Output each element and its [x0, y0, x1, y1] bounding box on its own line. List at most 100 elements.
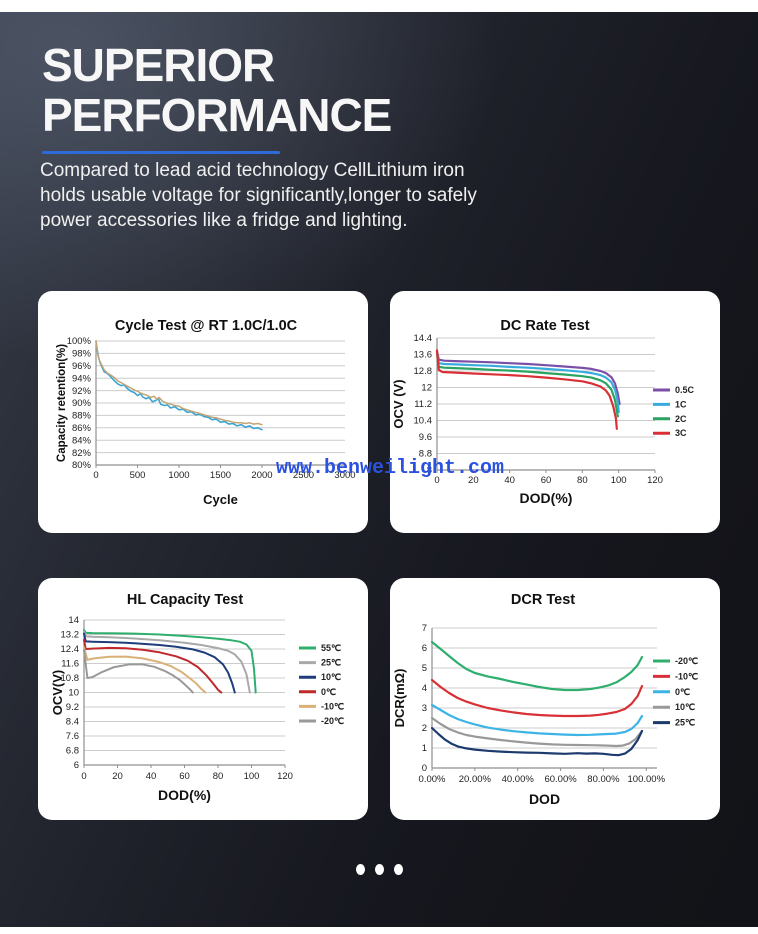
svg-text:3: 3 — [422, 703, 427, 714]
svg-text:12: 12 — [421, 383, 432, 394]
svg-text:90%: 90% — [72, 398, 92, 409]
svg-text:3000: 3000 — [334, 470, 355, 481]
description-text: Compared to lead acid technology CellLit… — [40, 160, 477, 231]
chart-card-hl-capacity-test: HL Capacity Test 14 13.2 12.4 11.6 10.8 10 9.2… — [38, 578, 368, 820]
svg-text:0: 0 — [81, 771, 86, 782]
svg-text:14: 14 — [68, 615, 79, 626]
svg-text:80.00%: 80.00% — [587, 774, 620, 785]
page-title: SUPERIOR PERFORMANCE — [42, 39, 392, 141]
svg-text:40: 40 — [146, 771, 157, 782]
svg-text:12.8: 12.8 — [414, 366, 433, 377]
svg-text:5: 5 — [422, 663, 427, 674]
svg-text:DOD: DOD — [529, 791, 560, 807]
svg-text:0℃: 0℃ — [321, 687, 336, 697]
svg-text:60.00%: 60.00% — [544, 774, 577, 785]
svg-text:0: 0 — [93, 470, 98, 481]
svg-text:92%: 92% — [72, 386, 92, 397]
svg-text:80: 80 — [213, 771, 224, 782]
svg-text:10: 10 — [68, 688, 79, 699]
svg-text:1000: 1000 — [168, 470, 189, 481]
svg-text:20: 20 — [468, 475, 479, 486]
svg-text:80: 80 — [577, 475, 588, 486]
chart-card-dc-rate-test: DC Rate Test 14.4 13.6 12.8 12 11.2 10.4 9.6 8.… — [390, 291, 720, 533]
svg-text:6: 6 — [422, 643, 427, 654]
chart-title: Cycle Test @ RT 1.0C/1.0C — [115, 318, 298, 334]
svg-text:-10℃: -10℃ — [675, 671, 698, 681]
svg-text:OCV (V): OCV (V) — [391, 379, 406, 428]
svg-text:25℃: 25℃ — [675, 718, 695, 728]
carousel-dot[interactable] — [355, 864, 365, 875]
svg-text:120: 120 — [277, 771, 293, 782]
svg-text:2: 2 — [422, 723, 427, 734]
watermark-url-text: www.benweilight.com — [276, 457, 505, 480]
svg-text:6: 6 — [74, 760, 79, 771]
chart-title: DC Rate Test — [500, 318, 589, 334]
svg-text:8: 8 — [427, 465, 432, 476]
svg-text:DOD(%): DOD(%) — [520, 490, 573, 506]
svg-text:100: 100 — [244, 771, 260, 782]
carousel-dot[interactable] — [393, 864, 403, 875]
svg-text:7.6: 7.6 — [66, 731, 79, 742]
svg-text:60: 60 — [541, 475, 552, 486]
svg-text:84%: 84% — [72, 435, 92, 446]
svg-text:86%: 86% — [72, 423, 92, 434]
svg-text:3C: 3C — [675, 428, 687, 438]
svg-text:20: 20 — [112, 771, 123, 782]
svg-text:40: 40 — [504, 475, 515, 486]
svg-text:88%: 88% — [72, 411, 92, 422]
svg-text:DOD(%): DOD(%) — [158, 787, 211, 803]
svg-text:60: 60 — [179, 771, 190, 782]
svg-text:0.5C: 0.5C — [675, 385, 695, 395]
svg-text:0℃: 0℃ — [675, 687, 690, 697]
svg-text:10.8: 10.8 — [61, 673, 80, 684]
svg-text:25℃: 25℃ — [321, 658, 341, 668]
hl-capacity-test-chart: HL Capacity Test 14 13.2 12.4 11.6 10.8 10 9.2… — [50, 592, 344, 803]
svg-text:94%: 94% — [72, 373, 92, 384]
svg-text:80%: 80% — [72, 460, 92, 471]
carousel-dots — [0, 864, 758, 875]
svg-text:98%: 98% — [72, 349, 92, 360]
svg-text:14.4: 14.4 — [414, 333, 433, 344]
svg-text:-20℃: -20℃ — [675, 656, 698, 666]
svg-text:DCR(mΩ): DCR(mΩ) — [392, 669, 407, 728]
svg-text:13.6: 13.6 — [414, 350, 433, 361]
svg-text:82%: 82% — [72, 448, 92, 459]
page-title-line2: PERFORMANCE — [42, 89, 392, 141]
chart-card-dcr-test: DCR Test 7 6 5 4 3 2 1 0 0.00% 20.00% 40.00% 60.00%… — [390, 578, 720, 820]
svg-text:500: 500 — [130, 470, 146, 481]
svg-text:1C: 1C — [675, 399, 687, 409]
svg-text:10℃: 10℃ — [675, 702, 695, 712]
svg-text:2000: 2000 — [251, 470, 272, 481]
chart-title: HL Capacity Test — [127, 592, 243, 608]
svg-text:120: 120 — [647, 475, 663, 486]
svg-text:0: 0 — [422, 763, 427, 774]
svg-text:9.6: 9.6 — [419, 432, 432, 443]
svg-text:13.2: 13.2 — [61, 630, 80, 641]
svg-text:96%: 96% — [72, 361, 92, 372]
svg-text:2C: 2C — [675, 414, 687, 424]
svg-text:9.2: 9.2 — [66, 702, 79, 713]
svg-text:Capacity retention(%): Capacity retention(%) — [56, 344, 68, 462]
svg-text:-20℃: -20℃ — [321, 716, 344, 726]
svg-text:100.00%: 100.00% — [628, 774, 666, 785]
svg-text:11.6: 11.6 — [61, 659, 79, 670]
svg-text:10.4: 10.4 — [414, 416, 433, 427]
title-underline-accent — [42, 151, 280, 154]
chart-title: DCR Test — [511, 592, 575, 608]
svg-text:55℃: 55℃ — [321, 643, 341, 653]
svg-text:40.00%: 40.00% — [502, 774, 535, 785]
svg-text:100: 100 — [611, 475, 627, 486]
page-title-line1: SUPERIOR — [42, 39, 275, 91]
svg-text:6.8: 6.8 — [66, 746, 79, 757]
carousel-dot[interactable] — [374, 864, 384, 875]
cycle-test-chart: Cycle Test @ RT 1.0C/1.0C 100% 98%96%94% 9… — [56, 318, 356, 507]
svg-text:-10℃: -10℃ — [321, 701, 344, 711]
svg-text:7: 7 — [422, 623, 427, 634]
svg-text:OCV(V): OCV(V) — [50, 670, 65, 716]
svg-text:0: 0 — [434, 475, 439, 486]
dc-rate-test-chart: DC Rate Test 14.4 13.6 12.8 12 11.2 10.4 9.6 8.… — [391, 318, 695, 506]
svg-text:4: 4 — [422, 683, 427, 694]
svg-text:8.4: 8.4 — [66, 717, 79, 728]
svg-text:1500: 1500 — [210, 470, 231, 481]
